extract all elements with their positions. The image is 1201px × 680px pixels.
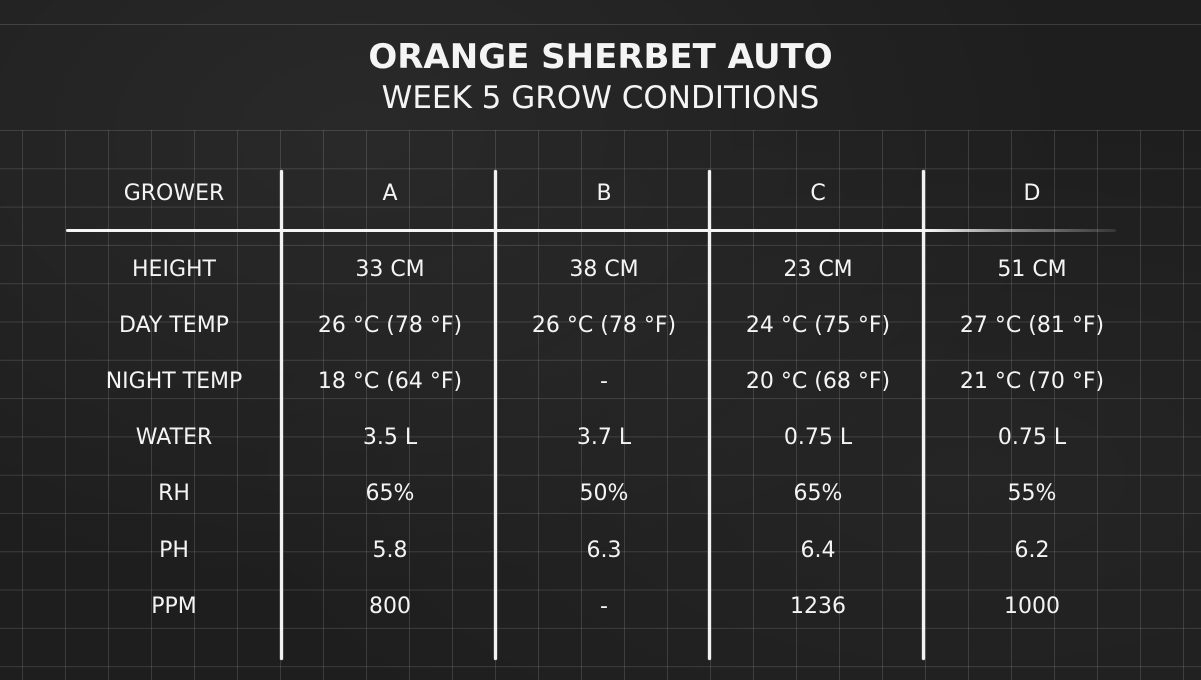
column-divider xyxy=(280,170,283,660)
table-cell: 1000 xyxy=(1004,594,1060,619)
table-cell: 1236 xyxy=(790,594,846,619)
column-header-c: C xyxy=(810,181,826,206)
grid-pattern xyxy=(0,130,1201,680)
header-divider xyxy=(66,229,1116,232)
table-cell: 21 °C (70 °F) xyxy=(959,369,1105,394)
table-cell: 51 CM xyxy=(997,257,1067,282)
table-cell: 26 °C (78 °F) xyxy=(317,313,463,338)
table-cell: 6.4 xyxy=(800,538,836,563)
table-cell: 3.7 L xyxy=(576,425,632,450)
table-cell: 38 CM xyxy=(569,257,639,282)
table-cell: 65% xyxy=(793,481,843,506)
table-cell: 6.2 xyxy=(1014,538,1050,563)
column-header-a: A xyxy=(382,181,398,206)
table-cell: 20 °C (68 °F) xyxy=(745,369,891,394)
column-header-d: D xyxy=(1023,181,1041,206)
table-cell: 5.8 xyxy=(372,538,408,563)
table-cell: 55% xyxy=(1007,481,1057,506)
grid-top-line xyxy=(0,24,1201,25)
row-label-ph: PH xyxy=(159,538,189,563)
table-cell: 6.3 xyxy=(586,538,622,563)
table-cell: 26 °C (78 °F) xyxy=(531,313,677,338)
table-cell: - xyxy=(600,369,608,394)
column-divider xyxy=(922,170,925,660)
page-subtitle: WEEK 5 GROW CONDITIONS xyxy=(381,80,820,116)
table-cell: 0.75 L xyxy=(783,425,853,450)
table-cell: - xyxy=(600,594,608,619)
heading: ORANGE SHERBET AUTO WEEK 5 GROW CONDITIO… xyxy=(0,36,1201,118)
column-divider xyxy=(708,170,711,660)
row-label-water: WATER xyxy=(135,425,213,450)
row-label-day-temp: DAY TEMP xyxy=(119,313,229,338)
table-cell: 65% xyxy=(365,481,415,506)
table-cell: 3.5 L xyxy=(362,425,418,450)
row-label-height: HEIGHT xyxy=(132,257,216,282)
column-divider xyxy=(494,170,497,660)
table-cell: 33 CM xyxy=(355,257,425,282)
row-label-rh: RH xyxy=(158,481,190,506)
table-cell: 18 °C (64 °F) xyxy=(317,369,463,394)
table-cell: 800 xyxy=(369,594,411,619)
table-cell: 50% xyxy=(579,481,629,506)
table-cell: 24 °C (75 °F) xyxy=(745,313,891,338)
table-cell: 0.75 L xyxy=(997,425,1067,450)
header-grower-label: GROWER xyxy=(123,181,225,206)
row-label-night-temp: NIGHT TEMP xyxy=(105,369,243,394)
page-title: ORANGE SHERBET AUTO xyxy=(368,37,833,77)
column-header-b: B xyxy=(596,181,612,206)
table-cell: 23 CM xyxy=(783,257,853,282)
row-label-ppm: PPM xyxy=(151,594,197,619)
table-cell: 27 °C (81 °F) xyxy=(959,313,1105,338)
